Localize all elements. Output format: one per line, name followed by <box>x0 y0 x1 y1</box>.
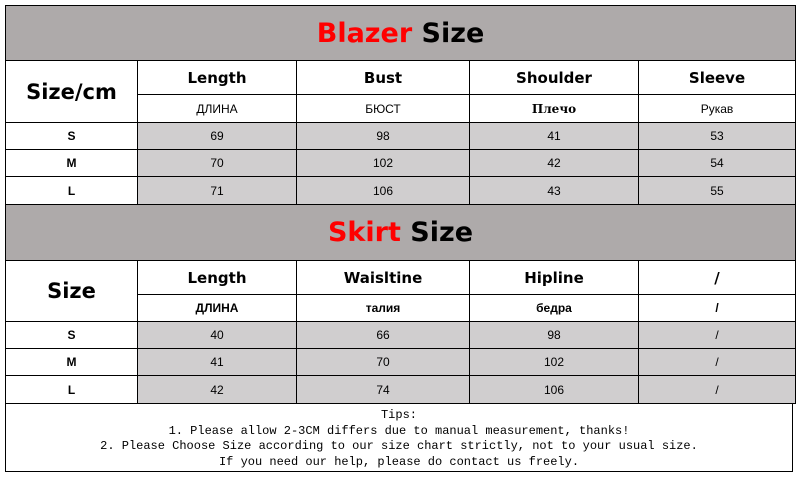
value-cell: 55 <box>637 176 797 205</box>
value-cell: 42 <box>469 149 639 177</box>
tips-box: Tips: 1. Please allow 2-3CM differs due … <box>5 403 793 472</box>
size-label: M <box>5 348 138 376</box>
table-row: L 42 74 106 / <box>5 375 797 404</box>
column-header: Bust <box>296 60 470 95</box>
tip-line: 1. Please allow 2-3CM differs due to man… <box>168 423 630 438</box>
column-subheader: БЮСТ <box>296 94 470 123</box>
blazer-title-accent: Blazer <box>316 17 413 49</box>
value-cell: 41 <box>469 122 639 150</box>
value-cell: 70 <box>296 348 470 376</box>
blazer-size-table: Blazer Size Size/cm Length Bust Shoulder… <box>4 5 797 205</box>
size-label: M <box>5 149 138 177</box>
skirt-title-accent: Skirt <box>327 217 401 248</box>
skirt-title-rest: Size <box>410 217 474 248</box>
size-label: S <box>5 122 138 150</box>
value-cell: 42 <box>137 375 297 404</box>
column-subheader: талия <box>296 294 470 322</box>
column-header: Sleeve <box>637 60 797 95</box>
column-header: Length <box>137 260 297 295</box>
blazer-corner-header: Size/cm <box>5 60 138 123</box>
column-header: Waisltine <box>296 260 470 295</box>
table-row: L 71 106 43 55 <box>5 176 797 205</box>
value-cell: 54 <box>637 149 797 177</box>
value-cell: 43 <box>469 176 639 205</box>
skirt-size-table: Skirt Size Size Length Waisltine Hipline… <box>4 204 797 404</box>
table-row: M 70 102 42 54 <box>5 149 797 177</box>
value-cell: 53 <box>637 122 797 150</box>
value-cell: 98 <box>469 321 639 349</box>
column-subheader: ДЛИНА <box>137 294 297 322</box>
column-header: Length <box>137 60 297 95</box>
table-row: S 40 66 98 / <box>5 321 797 349</box>
value-cell: / <box>637 375 797 404</box>
column-subheader: Плечо <box>469 94 639 123</box>
value-cell: 69 <box>137 122 297 150</box>
value-cell: 102 <box>296 149 470 177</box>
value-cell: 102 <box>469 348 639 376</box>
value-cell: 70 <box>137 149 297 177</box>
value-cell: 66 <box>296 321 470 349</box>
tip-line: 2. Please Choose Size according to our s… <box>100 439 698 453</box>
tip-line: If you need our help, please do contact … <box>218 454 580 469</box>
table-row: M 41 70 102 / <box>5 348 797 376</box>
skirt-title: Skirt Size <box>4 204 797 261</box>
column-header: / <box>637 260 797 295</box>
value-cell: 106 <box>469 375 639 404</box>
value-cell: / <box>637 348 797 376</box>
value-cell: / <box>637 321 797 349</box>
skirt-corner-header: Size <box>5 260 138 322</box>
column-subheader: бедра <box>469 294 639 322</box>
value-cell: 71 <box>137 176 297 205</box>
value-cell: 106 <box>296 176 470 205</box>
column-subheader: Рукав <box>637 94 797 123</box>
size-label: L <box>5 176 138 205</box>
tips-heading: Tips: <box>380 408 417 422</box>
blazer-title: Blazer Size <box>4 5 797 61</box>
size-label: L <box>5 375 138 404</box>
size-label: S <box>5 321 138 349</box>
column-header: Shoulder <box>469 60 639 95</box>
column-subheader: ДЛИНА <box>137 94 297 123</box>
value-cell: 98 <box>296 122 470 150</box>
value-cell: 40 <box>137 321 297 349</box>
column-header: Hipline <box>469 260 639 295</box>
value-cell: 74 <box>296 375 470 404</box>
table-row: S 69 98 41 53 <box>5 122 797 150</box>
blazer-title-rest: Size <box>421 17 485 49</box>
column-subheader: / <box>637 294 797 322</box>
value-cell: 41 <box>137 348 297 376</box>
